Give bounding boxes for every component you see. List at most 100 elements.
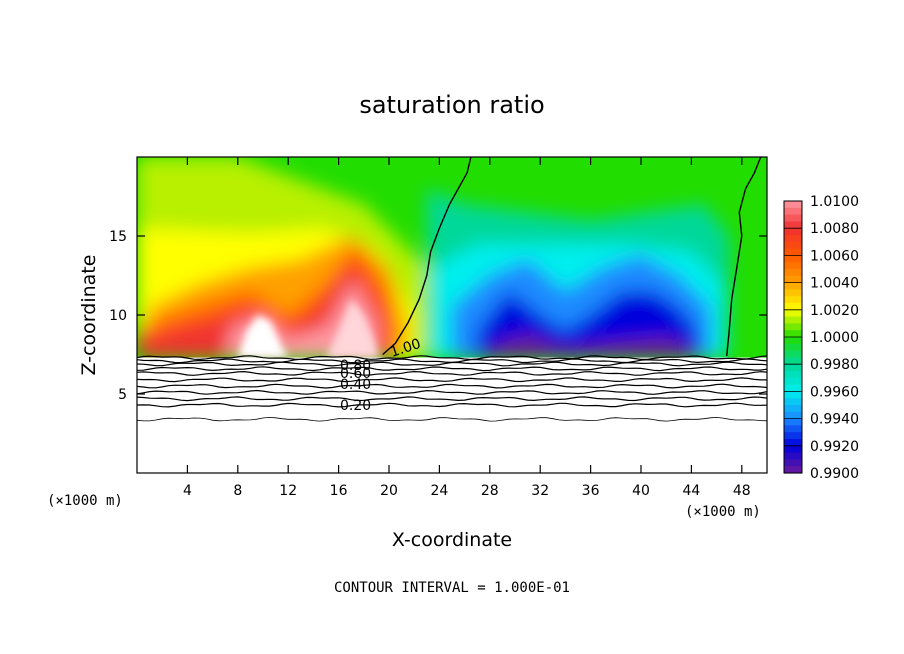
colorbar-band-19: [784, 330, 802, 338]
colorbar-band-5: [784, 235, 802, 243]
contour-line-8: [137, 396, 767, 402]
contour-line-9: [137, 402, 767, 408]
colorbar-label-0.9920: 0.9920: [810, 439, 859, 455]
x-tick-label-36: 36: [582, 483, 600, 499]
colorbar-band-37: [784, 452, 802, 460]
y-tick-label-5: 5: [118, 387, 127, 403]
x-tick-label-16: 16: [330, 483, 348, 499]
colorbar-band-25: [784, 371, 802, 379]
contour-line-2: [137, 361, 767, 367]
contour-line-7: [137, 389, 767, 395]
colorbar-band-23: [784, 357, 802, 365]
colorbar-label-0.9960: 0.9960: [810, 384, 859, 400]
colorbar-band-11: [784, 275, 802, 284]
colorbar-label-1.0060: 1.0060: [810, 248, 859, 264]
colorbar-band-9: [784, 262, 802, 270]
colorbar-band-10: [784, 269, 802, 277]
colorbar-band-26: [784, 377, 802, 386]
clear-bulge-1: [237, 315, 289, 358]
colorbar-label-1.0020: 1.0020: [810, 303, 859, 319]
contour-label-0.40: 0.40: [340, 377, 371, 393]
colorbar-band-8: [784, 255, 802, 263]
x-tick-label-20: 20: [380, 483, 398, 499]
colorbar-label-0.9900: 0.9900: [810, 466, 859, 482]
colorbar-band-34: [784, 432, 802, 440]
contour-1-boundary-right: [726, 157, 762, 357]
colorbar-band-36: [784, 445, 802, 454]
x-tick-label-4: 4: [183, 483, 192, 499]
contour-label-0.60: 0.60: [340, 366, 371, 382]
colorbar-band-24: [784, 364, 802, 372]
colorbar-band-29: [784, 398, 802, 406]
colorbar-band-0: [784, 201, 802, 209]
colorbar-band-27: [784, 384, 802, 392]
colorbar-label-0.9940: 0.9940: [810, 412, 859, 428]
x-axis-label: X-coordinate: [392, 529, 512, 551]
x-tick-label-8: 8: [233, 483, 242, 499]
colorbar-band-14: [784, 296, 802, 304]
colorbar-band-15: [784, 303, 802, 311]
colorbar-band-33: [784, 425, 802, 433]
chart-title: saturation ratio: [359, 91, 544, 119]
clear-bulge-2: [326, 299, 379, 358]
saturation-field: [137, 157, 767, 473]
colorbar-band-7: [784, 248, 802, 256]
clear-layer: [237, 299, 379, 358]
x-tick-label-40: 40: [632, 483, 650, 499]
colorbar-band-30: [784, 405, 802, 413]
colorbar-band-4: [784, 228, 802, 236]
contour-line-4: [137, 370, 767, 376]
below-base: [137, 357, 767, 473]
colorbar-band-32: [784, 418, 802, 426]
colorbar-band-16: [784, 309, 802, 318]
contour-label-0.80: 0.80: [340, 358, 371, 374]
x-axis-ticks: 4 8 12 16 20 24 28 32 36 40 44 48: [183, 157, 751, 499]
x-tick-label-32: 32: [531, 483, 549, 499]
y-tick-label-15: 15: [109, 229, 127, 245]
y-axis-ticks: 5 10 15: [109, 229, 767, 403]
contour-line-3: [137, 366, 767, 372]
contour-line-6: [137, 383, 767, 389]
colorbar-band-38: [784, 459, 802, 467]
region-0990: [489, 334, 692, 358]
colorbar-label-0.9980: 0.9980: [810, 357, 859, 373]
colorbar-label-1.0100: 1.0100: [810, 194, 859, 210]
x-tick-label-48: 48: [733, 483, 751, 499]
colorbar-band-2: [784, 214, 802, 222]
colorbar-band-31: [784, 411, 802, 420]
x-tick-label-24: 24: [430, 483, 448, 499]
colorbar-band-13: [784, 289, 802, 297]
colorbar-band-1: [784, 207, 802, 216]
x-unit-label-right: (×1000 m): [685, 504, 761, 520]
colorbar-band-28: [784, 391, 802, 399]
colorbar-band-20: [784, 337, 802, 345]
colorbar-band-17: [784, 316, 802, 324]
y-tick-label-10: 10: [109, 308, 127, 324]
x-tick-label-12: 12: [279, 483, 297, 499]
colorbar-band-22: [784, 350, 802, 358]
colorbar-label-1.0000: 1.0000: [810, 330, 859, 346]
colorbar-band-3: [784, 221, 802, 229]
colorbar-band-6: [784, 241, 802, 250]
contour-1-boundary-left: [382, 157, 472, 356]
contour-line-10: [137, 416, 767, 422]
colorbar-band-39: [784, 466, 802, 474]
colorbar-band-12: [784, 282, 802, 290]
colorbar-band-35: [784, 439, 802, 447]
colorbar-band-21: [784, 343, 802, 352]
contour-interval-note: CONTOUR INTERVAL = 1.000E-01: [334, 580, 570, 596]
contour-line-5: [137, 377, 767, 383]
colorbar-label-1.0080: 1.0080: [810, 221, 859, 237]
x-tick-label-44: 44: [682, 483, 700, 499]
plot-area: [137, 157, 767, 473]
contour-lines: [137, 157, 767, 422]
x-tick-label-28: 28: [481, 483, 499, 499]
colorbar-label-1.0040: 1.0040: [810, 276, 859, 292]
contour-label-0.20: 0.20: [340, 398, 371, 414]
x-unit-label-left: (×1000 m): [47, 493, 123, 509]
colorbar: 1.0100 1.0080 1.0060 1.0040 1.0020 1.0000 0.99…: [783, 194, 859, 482]
contour-line-0: [137, 355, 767, 361]
y-axis-label: Z-coordinate: [78, 255, 100, 376]
colorbar-band-18: [784, 323, 802, 331]
